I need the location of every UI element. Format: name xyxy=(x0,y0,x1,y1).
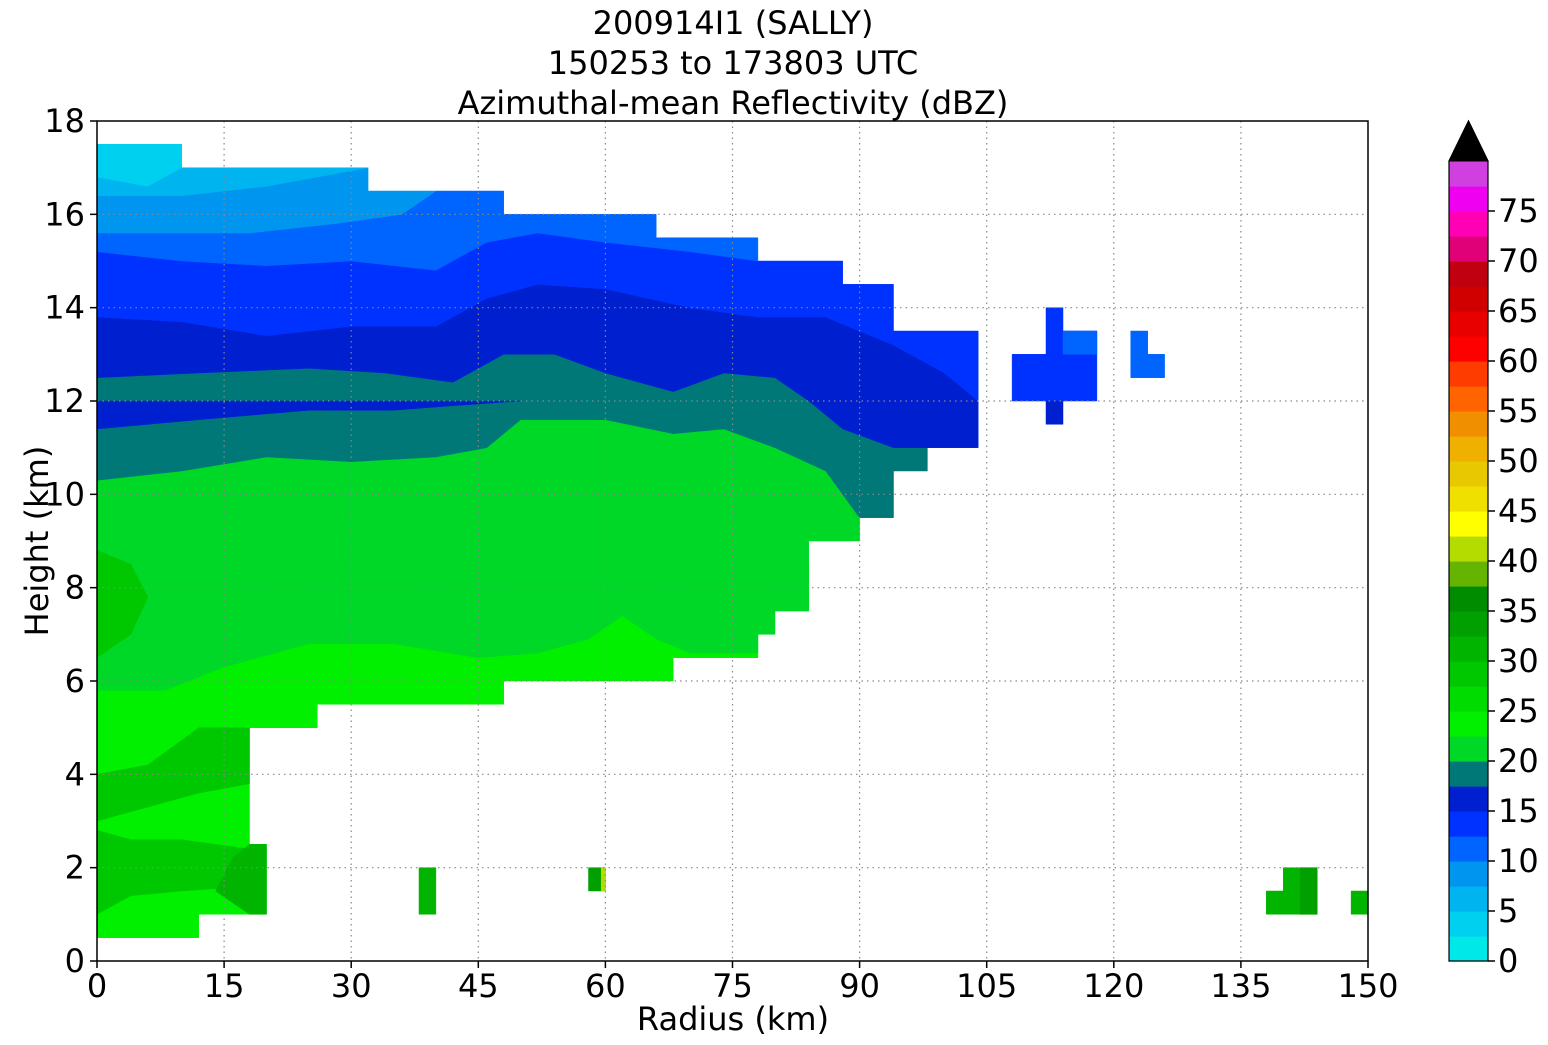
colorbar-outline xyxy=(1448,119,1489,962)
chart-title: 200914I1 (SALLY) 150253 to 173803 UTC Az… xyxy=(458,4,1009,122)
y-tick-label: 8 xyxy=(65,569,85,607)
colorbar-segment xyxy=(1449,836,1488,862)
colorbar-tick-label: 35 xyxy=(1498,592,1539,630)
colorbar-tick-label: 0 xyxy=(1498,942,1518,980)
colorbar-segment xyxy=(1449,436,1488,462)
x-tick-label: 90 xyxy=(839,967,880,1005)
y-tick-label: 4 xyxy=(65,755,85,793)
x-tick-label: 120 xyxy=(1083,967,1144,1005)
colorbar-tick-label: 30 xyxy=(1498,642,1539,680)
colorbar-segment xyxy=(1449,461,1488,487)
reflectivity-region-24 xyxy=(1130,330,1165,378)
colorbar-tick-label: 45 xyxy=(1498,492,1539,530)
reflectivity-region-22 xyxy=(1062,330,1098,355)
x-tick-label: 135 xyxy=(1210,967,1271,1005)
reflectivity-region-14 xyxy=(97,550,149,659)
y-tick-label: 12 xyxy=(44,382,85,420)
y-tick-label: 10 xyxy=(44,475,85,513)
colorbar-segment xyxy=(1449,361,1488,387)
colorbar-segment xyxy=(1449,886,1488,912)
x-tick-label: 75 xyxy=(712,967,753,1005)
colorbar-tick-label: 10 xyxy=(1498,842,1539,880)
reflectivity-region-12 xyxy=(215,844,267,915)
colorbar-segment xyxy=(1449,561,1488,587)
reflectivity-region-17 xyxy=(600,867,606,892)
x-tick-label: 105 xyxy=(956,967,1017,1005)
colorbar-segment xyxy=(1449,386,1488,412)
colorbar-tick-label: 25 xyxy=(1498,692,1539,730)
y-tick-label: 0 xyxy=(65,942,85,980)
colorbar-segment xyxy=(1449,336,1488,362)
colorbar-segment xyxy=(1449,211,1488,237)
x-axis-label: Radius (km) xyxy=(637,1000,829,1038)
colorbar-tick-label: 5 xyxy=(1498,892,1518,930)
x-tick-label: 60 xyxy=(585,967,626,1005)
reflectivity-region-13 xyxy=(97,727,250,822)
colorbar-tick-label: 20 xyxy=(1498,742,1539,780)
title-line-2: 150253 to 173803 UTC xyxy=(548,44,918,82)
y-tick-label: 6 xyxy=(65,662,85,700)
colorbar-tick-label: 70 xyxy=(1498,242,1539,280)
colorbar-segment xyxy=(1449,511,1488,537)
reflectivity-region-10 xyxy=(97,144,182,187)
y-axis-label: Height (km) xyxy=(18,446,56,637)
colorbar-segment xyxy=(1449,861,1488,887)
reflectivity-region-4 xyxy=(97,400,521,430)
colorbar-segment xyxy=(1449,911,1488,937)
colorbar-segment xyxy=(1449,236,1488,262)
colorbar-segment xyxy=(1449,186,1488,212)
x-axis: 0 15 30 45 60 75 90 105 120 135 150 xyxy=(87,961,1399,1005)
colorbar-tick-label: 65 xyxy=(1498,292,1539,330)
colorbar-segment xyxy=(1449,536,1488,562)
colorbar-segment xyxy=(1449,611,1488,637)
x-tick-label: 15 xyxy=(204,967,245,1005)
colorbar-segment xyxy=(1449,311,1488,337)
x-tick-label: 0 xyxy=(87,967,107,1005)
y-tick-label: 18 xyxy=(44,102,85,140)
title-line-1: 200914I1 (SALLY) xyxy=(593,4,874,42)
colorbar: 0 5 10 15 20 25 30 35 40 45 50 55 60 65 70 75 xyxy=(1448,119,1539,980)
colorbar-segment xyxy=(1449,411,1488,437)
x-tick-label: 45 xyxy=(458,967,499,1005)
colorbar-segment xyxy=(1449,161,1488,187)
colorbar-segment xyxy=(1449,661,1488,687)
colorbar-segment xyxy=(1449,686,1488,712)
colorbar-segment xyxy=(1449,736,1488,762)
reflectivity-region-23 xyxy=(1045,400,1064,425)
colorbar-extend-arrow xyxy=(1448,119,1489,162)
reflectivity-region-20 xyxy=(1350,890,1368,915)
title-line-3: Azimuthal-mean Reflectivity (dBZ) xyxy=(458,84,1009,122)
colorbar-tick-label: 15 xyxy=(1498,792,1539,830)
x-tick-label: 30 xyxy=(331,967,372,1005)
y-axis: 0 2 4 6 8 10 12 14 16 18 xyxy=(44,102,97,980)
colorbar-tick-label: 75 xyxy=(1498,192,1539,230)
colorbar-segment xyxy=(1449,486,1488,512)
x-tick-label: 150 xyxy=(1337,967,1398,1005)
reflectivity-region-15 xyxy=(418,867,437,915)
colorbar-segment xyxy=(1449,711,1488,737)
colorbar-segment xyxy=(1449,636,1488,662)
colorbar-segment xyxy=(1449,811,1488,837)
colorbar-segment xyxy=(1449,786,1488,812)
reflectivity-field xyxy=(97,144,1368,938)
y-tick-label: 14 xyxy=(44,289,85,327)
grid-lines xyxy=(97,121,1368,961)
colorbar-tick-label: 40 xyxy=(1498,542,1539,580)
colorbar-tick-label: 55 xyxy=(1498,392,1539,430)
colorbar-segment xyxy=(1449,761,1488,787)
colorbar-segment xyxy=(1449,936,1488,962)
colorbar-segment xyxy=(1449,261,1488,287)
colorbar-segment xyxy=(1449,586,1488,612)
colorbar-tick-label: 60 xyxy=(1498,342,1539,380)
colorbar-segment xyxy=(1449,286,1488,312)
y-tick-label: 16 xyxy=(44,195,85,233)
colorbar-tick-label: 50 xyxy=(1498,442,1539,480)
y-tick-label: 2 xyxy=(65,849,85,887)
reflectivity-region-19 xyxy=(1299,867,1318,915)
